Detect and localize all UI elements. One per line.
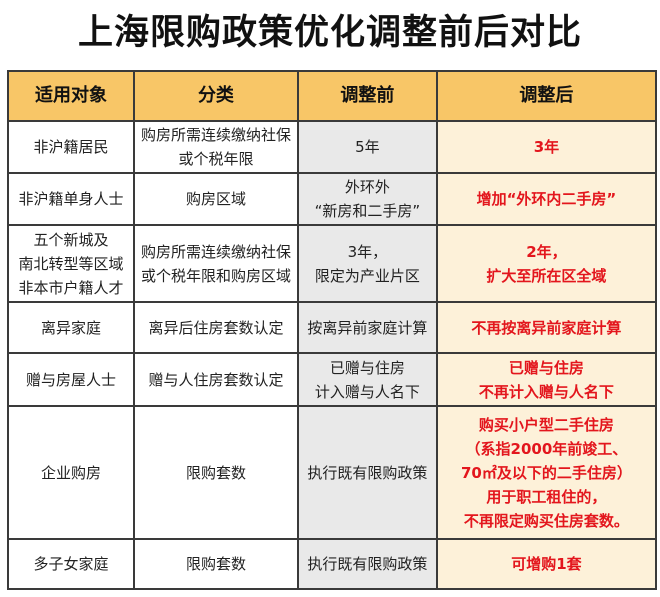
category-cell-line: 限购套数 [185, 463, 246, 482]
before-cell-line: 限定为产业片区 [314, 266, 420, 285]
table-row: 五个新城及 南北转型等区域 非本市户籍人才 购房所需连续缴纳社保 或个税年限和购房区域 3… [6, 224, 658, 303]
category-cell: 购房区域 [133, 172, 299, 226]
after-cell-line: 扩大至所在区全域 [486, 266, 607, 285]
after-cell: 不再按离异前家庭计算 [435, 301, 658, 354]
before-cell-line: 执行既有限购政策 [307, 555, 428, 573]
before-cell: 按离异前家庭计算 [296, 301, 438, 354]
before-cell: 5年 [296, 120, 438, 174]
after-cell-line: 3年 [533, 138, 560, 156]
target-cell: 五个新城及南北转型等区域 非本市户籍人才 [6, 224, 136, 303]
before-cell-line: 计入赠与人名下 [314, 382, 420, 401]
after-cell-line: 不再计入赠与人名下 [478, 382, 614, 401]
after-cell: 增加“外环内二手房” [435, 172, 658, 226]
header-after: 调整后 [435, 70, 658, 122]
before-cell-line: 已赠与住房 [329, 358, 405, 377]
category-cell: 离异后住房套数认定 [133, 301, 299, 354]
category-cell: 限购套数 [133, 405, 299, 540]
page-title: 上海限购政策优化调整前后对比 [77, 13, 582, 53]
table-row: 非沪籍单身人士 购房区域 外环外 “新房和二手房” 增加“外环内二手房” [6, 172, 658, 226]
category-cell-line: 或个税年限 [178, 150, 254, 168]
before-cell-line: 3年， [347, 242, 388, 261]
after-cell-line: 已赠与住房 [508, 358, 584, 377]
category-cell: 限购套数 [133, 538, 299, 590]
target-cell-line: 非沪籍居民 [33, 138, 109, 156]
after-cell-line: 购买小户型二手住房 [478, 415, 614, 434]
category-cell-line: 购房区域 [185, 190, 246, 208]
target-cell-line: 企业购房 [41, 463, 102, 482]
table-row: 离异家庭 离异后住房套数认定 按离异前家庭计算 不再按离异前家庭计算 [6, 301, 658, 354]
after-cell: 购买小户型二手住房 （系指2000年前竣工、 70㎡及以下的二手住房） 用于职工租住的… [435, 405, 658, 540]
after-cell-line: 不再按离异前家庭计算 [471, 318, 622, 337]
category-cell-line: 限购套数 [185, 555, 246, 573]
after-cell: 2年， 扩大至所在区全域 [435, 224, 658, 303]
after-cell-line: （系指2000年前竣工、 [465, 439, 628, 458]
target-cell: 非沪籍居民 [6, 120, 136, 174]
header-target: 适用对象 [6, 70, 136, 122]
before-cell: 外环外 “新房和二手房” [296, 172, 438, 226]
table-row: 企业购房 限购套数 执行既有限购政策 购买小户型二手住房 （系指2000年前竣工、 70㎡… [6, 405, 658, 540]
target-cell-line: 五个新城及 [33, 230, 109, 249]
target-cell-line: 离异家庭 [41, 318, 102, 337]
category-cell-line: 购房所需连续缴纳社保 [140, 126, 291, 144]
before-cell: 3年， 限定为产业片区 [296, 224, 438, 303]
target-cell: 多子女家庭 [6, 538, 136, 590]
header-before: 调整前 [296, 70, 438, 122]
before-cell-line: 按离异前家庭计算 [307, 318, 428, 337]
target-cell: 企业购房 [6, 405, 136, 540]
before-cell-line: 外环外 [344, 178, 390, 196]
policy-comparison-table: 适用对象 分类 调整前 调整后 非沪籍居民 购房所需连续缴纳社保 或个税年限 5年 3年… [6, 70, 658, 590]
after-cell: 3年 [435, 120, 658, 174]
before-cell-line: 5年 [355, 138, 380, 156]
before-cell: 执行既有限购政策 [296, 538, 438, 590]
target-cell-line: 多子女家庭 [33, 555, 109, 573]
header-category: 分类 [133, 70, 299, 122]
category-cell: 赠与人住房套数认定 [133, 352, 299, 407]
after-cell: 已赠与住房不再计入赠与人名下 [435, 352, 658, 407]
table-row: 多子女家庭 限购套数 执行既有限购政策 可增购1套 [6, 538, 658, 590]
category-cell: 购房所需连续缴纳社保 或个税年限和购房区域 [133, 224, 299, 303]
after-cell: 可增购1套 [435, 538, 658, 590]
category-cell-line: 购房所需连续缴纳社保 [140, 242, 291, 261]
after-cell-line: 2年， [526, 242, 567, 261]
target-cell-line: 非本市户籍人才 [18, 278, 124, 297]
after-cell-line: 可增购1套 [511, 555, 582, 573]
category-cell: 购房所需连续缴纳社保 或个税年限 [133, 120, 299, 174]
after-cell-line: 增加“外环内二手房” [476, 190, 617, 208]
before-cell-line: 执行既有限购政策 [307, 463, 428, 482]
header-row: 适用对象 分类 调整前 调整后 [6, 70, 658, 122]
category-cell-line: 赠与人住房套数认定 [148, 370, 284, 389]
before-cell: 已赠与住房计入赠与人名下 [296, 352, 438, 407]
table-row: 非沪籍居民 购房所需连续缴纳社保 或个税年限 5年 3年 [6, 120, 658, 174]
table-row: 赠与房屋人士 赠与人住房套数认定 已赠与住房 计入赠与人名下 已赠与住房 不再计入赠与人名… [6, 352, 658, 407]
target-cell: 非沪籍单身人士 [6, 172, 136, 226]
target-cell-line: 赠与房屋人士 [26, 370, 117, 389]
after-cell-line: 用于职工租住的， [486, 487, 607, 506]
target-cell-line: 南北转型等区域 [18, 254, 124, 273]
target-cell: 赠与房屋人士 [6, 352, 136, 407]
before-cell: 执行既有限购政策 [296, 405, 438, 540]
after-cell-line: 70㎡及以下的二手住房） [460, 463, 632, 482]
category-cell-line: 或个税年限和购房区域 [140, 266, 291, 285]
target-cell-line: 非沪籍单身人士 [18, 190, 124, 208]
target-cell: 离异家庭 [6, 301, 136, 354]
category-cell-line: 离异后住房套数认定 [148, 318, 284, 337]
before-cell-line: “新房和二手房” [314, 202, 421, 220]
after-cell-line: 不再限定购买住房套数。 [463, 511, 629, 530]
